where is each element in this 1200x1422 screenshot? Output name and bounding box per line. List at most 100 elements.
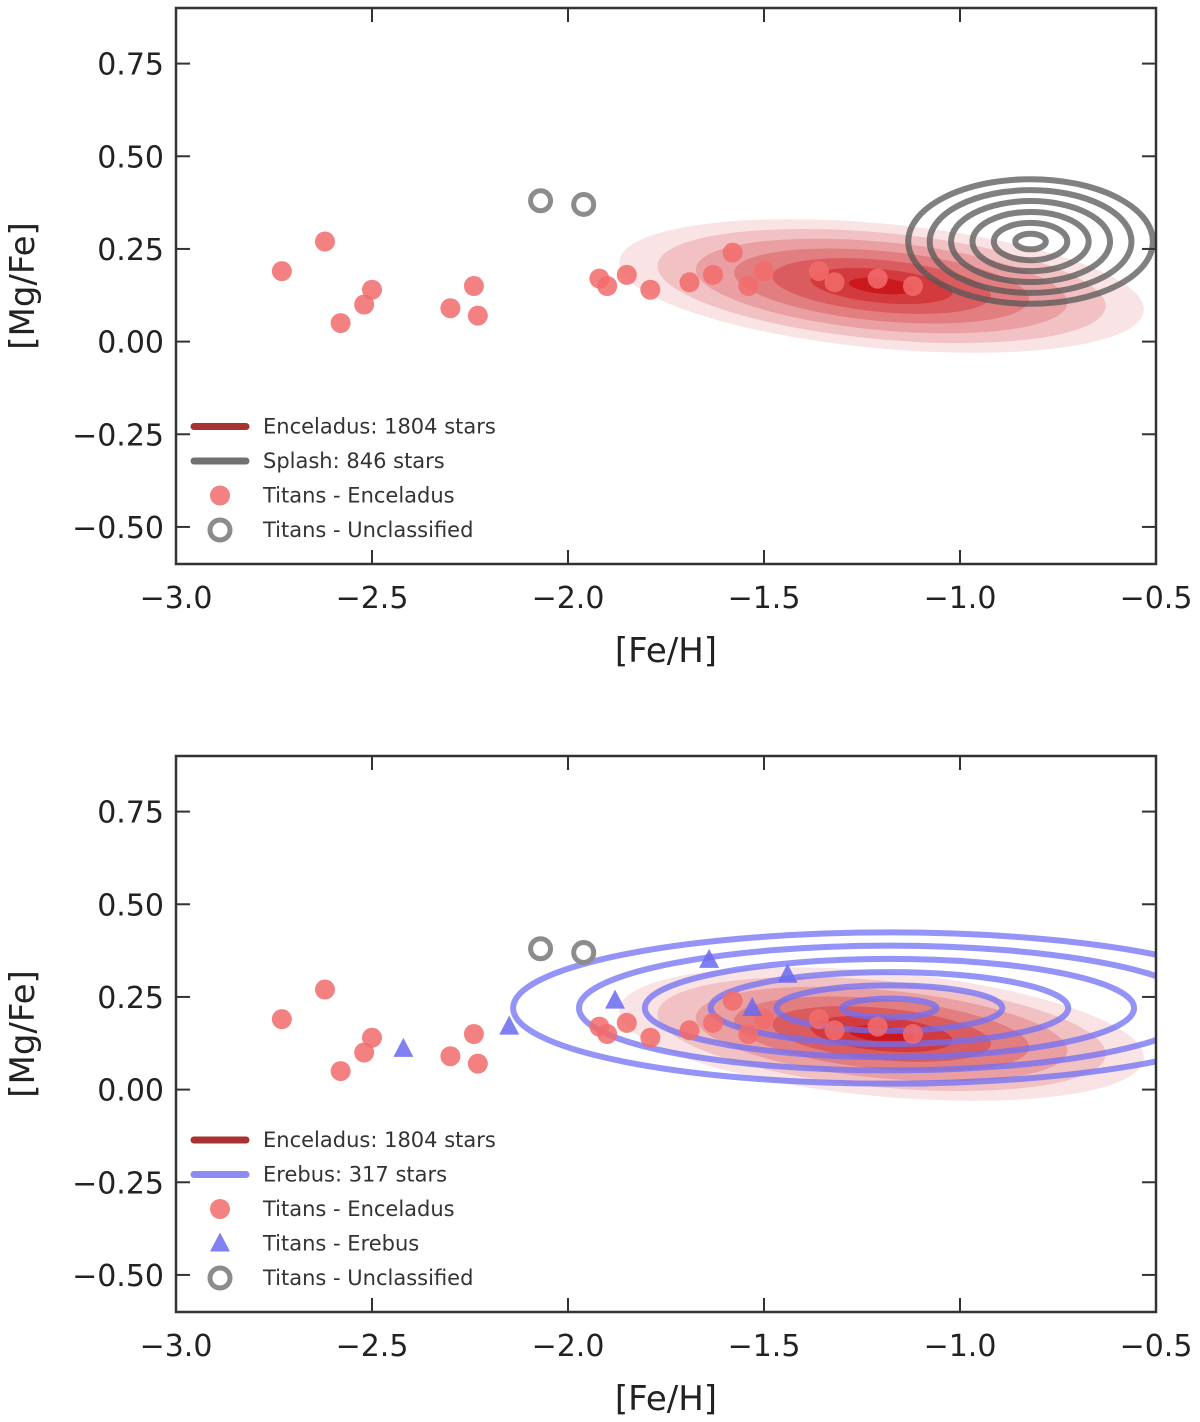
titans-enceladus-point xyxy=(902,1024,923,1044)
series-titans-enceladus xyxy=(271,231,923,334)
titans-enceladus-point xyxy=(902,276,923,296)
titans-enceladus-point xyxy=(597,1024,618,1044)
splash-contour-level xyxy=(926,187,1135,296)
plot-frame xyxy=(174,6,1158,566)
titans-enceladus-point xyxy=(867,268,888,289)
y-tick-label: 0.50 xyxy=(97,888,164,923)
titans-enceladus-point xyxy=(463,276,484,296)
titans-unclassified-point xyxy=(528,936,554,962)
titans-erebus-point xyxy=(777,963,798,983)
legend: Enceladus: 1804 stars Erebus: 317 stars Ti… xyxy=(190,1128,496,1291)
titans-erebus-point xyxy=(605,989,626,1009)
y-tick-label: 0.75 xyxy=(97,48,164,83)
titans-enceladus-point xyxy=(314,979,335,1000)
splash-density xyxy=(905,176,1156,307)
titans-enceladus-point xyxy=(314,231,335,252)
series-titans-enceladus xyxy=(271,979,923,1082)
titans-enceladus-point xyxy=(463,1024,484,1044)
x-tick-label: −2.0 xyxy=(532,1329,605,1364)
titans-enceladus-point xyxy=(467,1053,488,1074)
y-tick-label: −0.50 xyxy=(72,1259,164,1294)
legend-label: Titans - Unclassified xyxy=(262,518,473,542)
titans-enceladus-point xyxy=(362,279,382,300)
x-tick-label: −0.5 xyxy=(1120,1329,1193,1364)
legend-circle-swatch xyxy=(210,485,230,506)
y-tick-label: −0.50 xyxy=(72,511,164,546)
y-tick-label: 0.50 xyxy=(97,140,164,175)
titans-enceladus-point xyxy=(597,276,618,296)
series-titans-erebus xyxy=(393,948,798,1057)
titans-enceladus-point xyxy=(616,264,637,285)
titans-unclassified-point xyxy=(571,939,597,965)
y-tick-label: 0.00 xyxy=(97,326,164,361)
titans-enceladus-point xyxy=(738,1024,759,1044)
y-tick-label: −0.25 xyxy=(72,1166,164,1201)
titans-enceladus-point xyxy=(440,1046,461,1067)
x-tick-label: −3.0 xyxy=(140,581,213,616)
titans-enceladus-point xyxy=(440,298,461,319)
legend-label: Titans - Unclassified xyxy=(262,1266,473,1290)
titans-enceladus-point xyxy=(703,264,724,285)
splash-contour-level xyxy=(1012,230,1049,253)
titans-enceladus-point xyxy=(467,305,488,326)
erebus-contour-level xyxy=(839,995,940,1021)
x-tick-label: −2.0 xyxy=(532,581,605,616)
titans-enceladus-point xyxy=(330,313,351,334)
titans-enceladus-point xyxy=(824,272,845,293)
titans-enceladus-point xyxy=(867,1016,888,1037)
titans-enceladus-point xyxy=(271,261,292,282)
x-tick-label: −3.0 xyxy=(140,1329,213,1364)
titans-enceladus-point xyxy=(679,1020,700,1041)
splash-contour-level xyxy=(990,219,1071,264)
titans-erebus-point xyxy=(393,1037,414,1057)
titans-enceladus-point xyxy=(616,1012,637,1033)
titans-enceladus-point xyxy=(362,1027,382,1048)
titans-enceladus-point xyxy=(640,279,661,300)
titans-enceladus-point xyxy=(824,1020,845,1041)
splash-contour-level xyxy=(905,176,1156,307)
legend-label: Titans - Enceladus xyxy=(262,1197,455,1221)
series-titans-unclassified xyxy=(528,188,597,217)
y-tick-label: 0.75 xyxy=(97,796,164,831)
titans-enceladus-point xyxy=(738,276,759,296)
y-axis-label: [Mg/Fe] xyxy=(3,970,43,1098)
erebus-contour-level xyxy=(510,929,1156,1087)
legend-label: Titans - Enceladus xyxy=(262,484,455,508)
titans-unclassified-point xyxy=(571,191,597,217)
y-tick-label: 0.25 xyxy=(97,233,164,268)
plot-frame xyxy=(174,754,1158,1314)
series-titans-unclassified xyxy=(528,936,597,965)
x-tick-label: −1.5 xyxy=(728,581,801,616)
y-tick-label: 0.00 xyxy=(97,1074,164,1109)
titans-enceladus-point xyxy=(754,261,774,282)
erebus-contour-level xyxy=(576,942,1156,1074)
titans-erebus-point xyxy=(499,1015,520,1035)
x-tick-label: −0.5 xyxy=(1120,581,1193,616)
legend-label: Enceladus: 1804 stars xyxy=(263,415,496,439)
erebus-density xyxy=(510,929,1156,1087)
y-axis-label: [Mg/Fe] xyxy=(3,222,43,350)
legend-label: Erebus: 317 stars xyxy=(263,1163,447,1187)
legend: Enceladus: 1804 stars Splash: 846 stars Ti… xyxy=(190,415,496,543)
erebus-contour-level xyxy=(773,982,1006,1034)
legend-circle-swatch xyxy=(210,1199,230,1219)
erebus-contour-level xyxy=(641,955,1138,1061)
x-tick-label: −2.5 xyxy=(336,1329,409,1364)
titans-enceladus-point xyxy=(354,1042,375,1063)
legend-ring-swatch xyxy=(207,1265,233,1291)
titans-enceladus-point xyxy=(722,990,743,1011)
x-axis-label: [Fe/H] xyxy=(615,1379,717,1419)
titans-enceladus-point xyxy=(271,1009,292,1030)
titans-erebus-point xyxy=(742,997,763,1017)
titans-enceladus-point xyxy=(808,261,829,282)
titans-unclassified-point xyxy=(528,188,554,214)
titans-enceladus-point xyxy=(808,1009,829,1030)
x-tick-label: −1.0 xyxy=(924,1329,997,1364)
bottom-panel: −3.0 −2.5 −2.0 −1.5 −1.0 −0.5 0.75 0.50 0.25 0.00… xyxy=(3,754,1193,1419)
top-panel: −3.0 −2.5 −2.0 −1.5 −1.0 −0.5 0.75 0.50 0.25 0.00… xyxy=(3,6,1193,671)
titans-enceladus-point xyxy=(330,1061,351,1082)
erebus-contour-level xyxy=(707,969,1072,1047)
y-tick-label: 0.25 xyxy=(97,981,164,1016)
titans-enceladus-point xyxy=(640,1027,661,1048)
